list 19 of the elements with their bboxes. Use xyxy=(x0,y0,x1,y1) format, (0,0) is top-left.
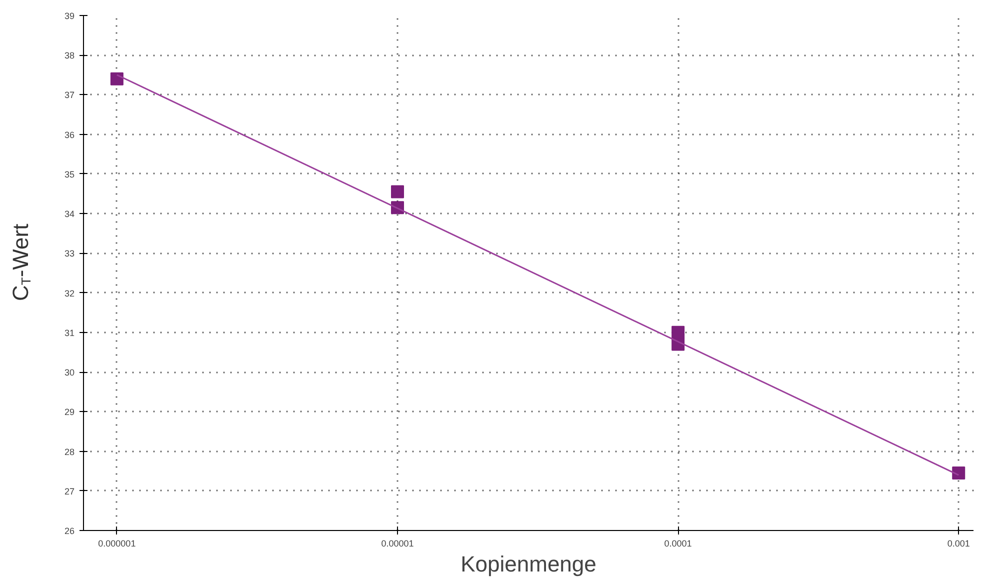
x-axis-title: Kopienmenge xyxy=(460,552,596,576)
x-tick-label: 0.00001 xyxy=(381,538,414,548)
y-tick-label: 35 xyxy=(64,169,75,180)
y-tick-label: 34 xyxy=(64,209,75,220)
y-tick-label: 32 xyxy=(64,288,75,298)
y-tick-label: 36 xyxy=(64,130,75,140)
y-tick-label: 37 xyxy=(64,90,75,100)
y-tick-label: 39 xyxy=(64,11,75,21)
x-tick-label: 0.000001 xyxy=(98,538,136,548)
y-tick-label: 28 xyxy=(64,446,75,457)
y-tick-label: 27 xyxy=(64,486,75,496)
y-tick-label: 26 xyxy=(64,526,75,536)
y-tick-label: 33 xyxy=(64,248,75,259)
y-tick-label: 29 xyxy=(64,407,75,418)
x-tick-label: 0.001 xyxy=(947,538,970,548)
y-tick-label: 30 xyxy=(64,368,75,378)
x-tick-label: 0.0001 xyxy=(664,538,692,548)
y-tick-label: 31 xyxy=(64,328,75,338)
y-tick-label: 38 xyxy=(64,50,75,61)
